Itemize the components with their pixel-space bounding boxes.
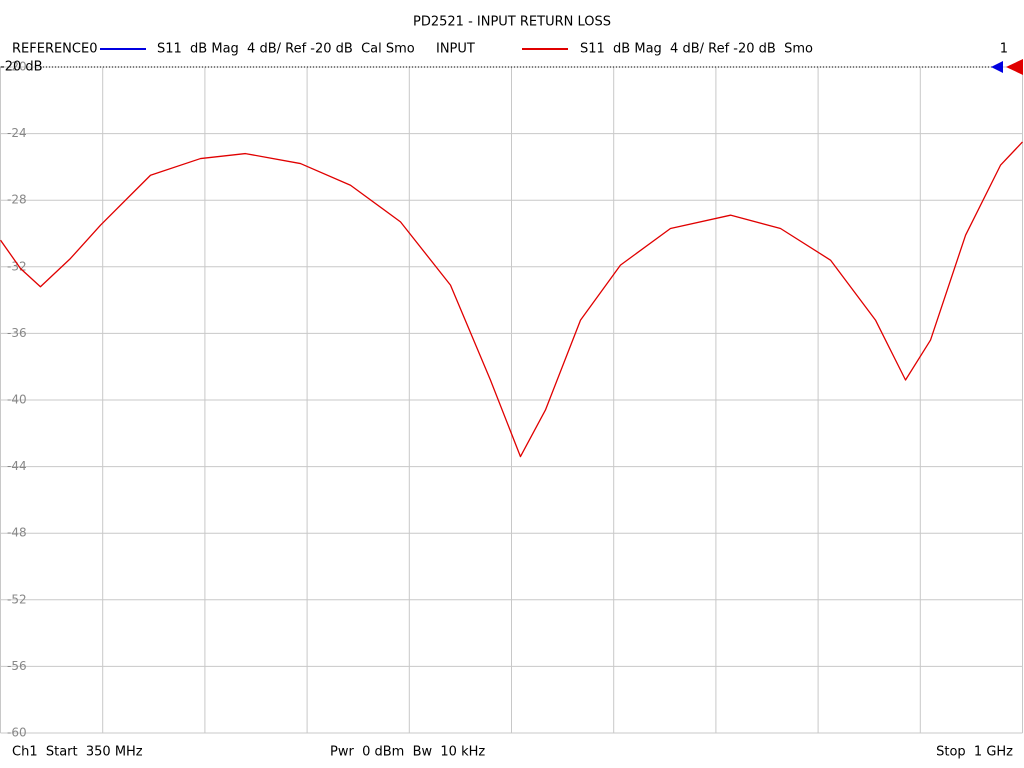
reference-marker xyxy=(991,61,1003,73)
reference-level-label: -20 dB xyxy=(0,60,43,75)
trace-marker xyxy=(1006,59,1023,75)
footer-power: Pwr 0 dBm Bw 10 kHz xyxy=(330,745,485,760)
footer-stop: Stop 1 GHz xyxy=(936,745,1013,760)
legend-label: INPUT xyxy=(436,42,475,57)
y-tick-label: -56 xyxy=(7,659,27,673)
footer-start: Ch1 Start 350 MHz xyxy=(12,745,143,760)
y-tick-label: -24 xyxy=(7,126,27,140)
y-tick-label: -36 xyxy=(7,326,27,340)
y-tick-label: -28 xyxy=(7,193,27,207)
trace-line xyxy=(0,141,1023,458)
y-tick-label: -48 xyxy=(7,526,27,540)
chart-title: PD2521 - INPUT RETURN LOSS xyxy=(413,15,611,30)
y-tick-label: -52 xyxy=(7,592,27,606)
legend-description: S11 dB Mag 4 dB/ Ref -20 dB Smo xyxy=(580,42,813,57)
y-tick-label: -20 xyxy=(7,60,27,74)
plot-area: -20-24-28-32-36-40-44-48-52-56-60 xyxy=(0,59,1023,740)
legend-label: REFERENCE0 xyxy=(12,42,97,57)
trace-number: 1 xyxy=(1000,42,1008,57)
y-tick-label: -60 xyxy=(7,726,27,740)
y-tick-label: -44 xyxy=(7,459,27,473)
legend-description: S11 dB Mag 4 dB/ Ref -20 dB Cal Smo xyxy=(157,42,415,57)
y-tick-label: -40 xyxy=(7,393,27,407)
